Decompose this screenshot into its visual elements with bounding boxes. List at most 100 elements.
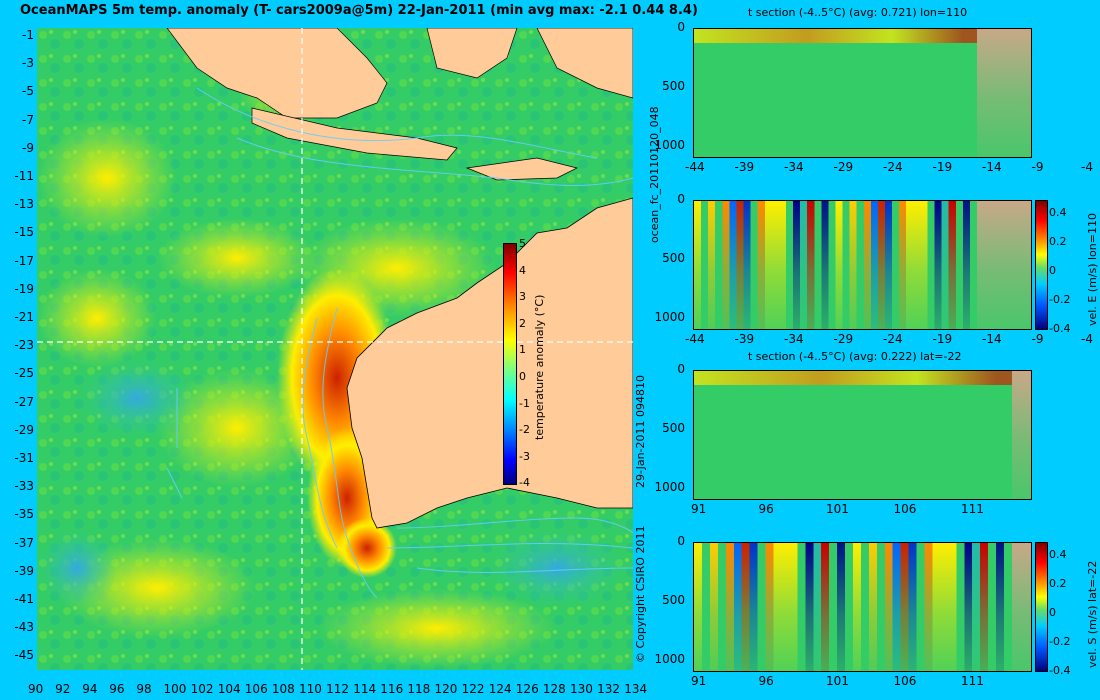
lat-tick-label: -21 (14, 310, 34, 324)
map-colorbar-tick: 3 (519, 290, 526, 304)
lon-tick-label: 110 (299, 682, 322, 696)
map-colorbar-tick: 4 (519, 263, 526, 277)
lat-tick-label: -41 (14, 592, 34, 606)
section-x-tick: -29 (833, 160, 854, 174)
section-depth-tick: 500 (662, 421, 685, 435)
section-depth-tick: 1000 (654, 652, 685, 666)
section-title: t section (-4..5°C) (avg: 0.721) lon=110 (748, 6, 968, 19)
lat-tick-label: -25 (14, 366, 34, 381)
timestamp-label: 29-Jan-2011 094810 (634, 375, 647, 488)
map-colorbar-tick: -2 (519, 423, 530, 437)
section-x-tick: -34 (784, 160, 804, 174)
lon-tick-label: 120 (434, 682, 458, 696)
lat-tick-label: -3 (22, 56, 34, 71)
section-depth-tick: 0 (677, 534, 685, 548)
lon-tick-label: 98 (136, 682, 152, 696)
section-x-tick: 111 (961, 502, 984, 516)
section-x-tick: -14 (982, 160, 1002, 174)
lat-tick-label: -17 (14, 253, 34, 268)
lon-tick-label: 116 (380, 682, 404, 696)
lon-tick-label: 126 (515, 682, 539, 696)
section-title: t section (-4..5°C) (avg: 0.222) lat=-22 (748, 350, 962, 363)
lat-tick-label: -13 (14, 197, 34, 212)
section-depth-tick: 0 (677, 20, 685, 34)
section-x-tick: -34 (784, 332, 804, 346)
map-colorbar-tick: -3 (519, 449, 530, 463)
section-plot[interactable] (693, 542, 1032, 672)
section-depth-tick: 0 (677, 192, 685, 206)
lat-tick-label: -23 (14, 338, 34, 353)
lon-tick-label: 92 (55, 682, 71, 696)
section-x-tick: -24 (883, 160, 903, 174)
lat-tick-label: -27 (14, 394, 34, 409)
lon-tick-label: 102 (190, 682, 214, 696)
lat-tick-label: -7 (22, 112, 34, 127)
lon-tick-label: 128 (542, 682, 566, 696)
lon-tick-label: 132 (597, 682, 620, 696)
velocity-colorbar (1035, 200, 1048, 330)
lat-tick-label: -39 (14, 563, 34, 578)
lat-tick-label: -15 (14, 225, 34, 240)
lat-tick-label: -9 (22, 140, 34, 155)
section-x-tick: -4 (1081, 160, 1093, 174)
map-colorbar-tick: 0 (519, 370, 526, 383)
lon-tick-label: 114 (353, 682, 377, 696)
section-x-tick: -39 (734, 160, 755, 174)
map-colorbar-tick: 2 (519, 316, 526, 330)
section-x-tick: -44 (685, 332, 705, 346)
section-depth-tick: 1000 (654, 310, 685, 324)
lat-tick-label: -5 (22, 84, 34, 99)
section-depth-tick: 1000 (654, 480, 685, 494)
section-x-tick: 96 (758, 502, 774, 516)
lon-tick-label: 104 (217, 682, 241, 696)
section-x-tick: 101 (826, 674, 849, 688)
section-x-tick: -19 (932, 332, 953, 346)
velocity-colorbar-tick: 0.4 (1049, 548, 1067, 561)
section-x-tick: 91 (691, 502, 707, 516)
temperature-anomaly-map[interactable] (37, 28, 633, 670)
velocity-colorbar-label: vel. S (m/s) lat=-22 (1086, 560, 1099, 668)
lat-tick-label: -31 (14, 451, 34, 465)
section-depth-tick: 500 (662, 251, 685, 265)
page-title: OceanMAPS 5m temp. anomaly (T- cars2009a… (20, 3, 698, 18)
forecast-label: ocean_fc_20110120_048 (648, 106, 661, 243)
map-colorbar-tick: -4 (519, 476, 530, 490)
velocity-colorbar-tick: 0 (1049, 264, 1056, 277)
lat-tick-label: -35 (14, 507, 34, 522)
section-plot[interactable] (693, 28, 1032, 158)
velocity-colorbar-tick: -0.2 (1049, 635, 1071, 648)
lat-tick-label: -1 (22, 28, 34, 42)
velocity-colorbar-tick: 0.2 (1049, 577, 1067, 590)
section-x-tick: -29 (833, 332, 854, 346)
velocity-colorbar-tick: 0.4 (1049, 206, 1067, 219)
map-colorbar-tick: -1 (519, 396, 530, 410)
section-x-tick: -4 (1081, 332, 1093, 346)
lat-tick-label: -43 (14, 620, 34, 635)
velocity-colorbar-tick: -0.2 (1049, 293, 1071, 306)
section-x-tick: 106 (893, 502, 917, 516)
section-x-tick: -24 (883, 332, 903, 346)
lat-tick-label: -11 (14, 169, 34, 183)
velocity-colorbar-tick: 0.2 (1049, 235, 1067, 248)
section-x-tick: -14 (982, 332, 1002, 346)
section-plot[interactable] (693, 200, 1032, 330)
section-x-tick: -39 (734, 332, 755, 346)
section-plot[interactable] (693, 370, 1032, 500)
section-x-tick: -9 (1031, 160, 1044, 174)
lat-tick-label: -29 (14, 422, 34, 437)
section-x-tick: 101 (826, 502, 849, 516)
section-x-tick: -19 (932, 160, 953, 174)
map-colorbar-label: temperature anomaly (°C) (533, 294, 546, 440)
map-colorbar-tick: 5 (519, 237, 526, 250)
section-depth-tick: 1000 (654, 138, 685, 152)
velocity-colorbar (1035, 542, 1048, 672)
lon-tick-label: 100 (163, 682, 187, 696)
lon-tick-label: 130 (570, 682, 593, 696)
section-x-tick: -44 (685, 160, 705, 174)
section-x-tick: 91 (691, 674, 707, 688)
lon-tick-label: 122 (461, 682, 485, 696)
copyright-label: © Copyright CSIRO 2011 (634, 525, 647, 663)
section-depth-tick: 500 (662, 79, 685, 93)
section-x-tick: -9 (1031, 332, 1044, 346)
lon-tick-label: 108 (271, 682, 295, 696)
